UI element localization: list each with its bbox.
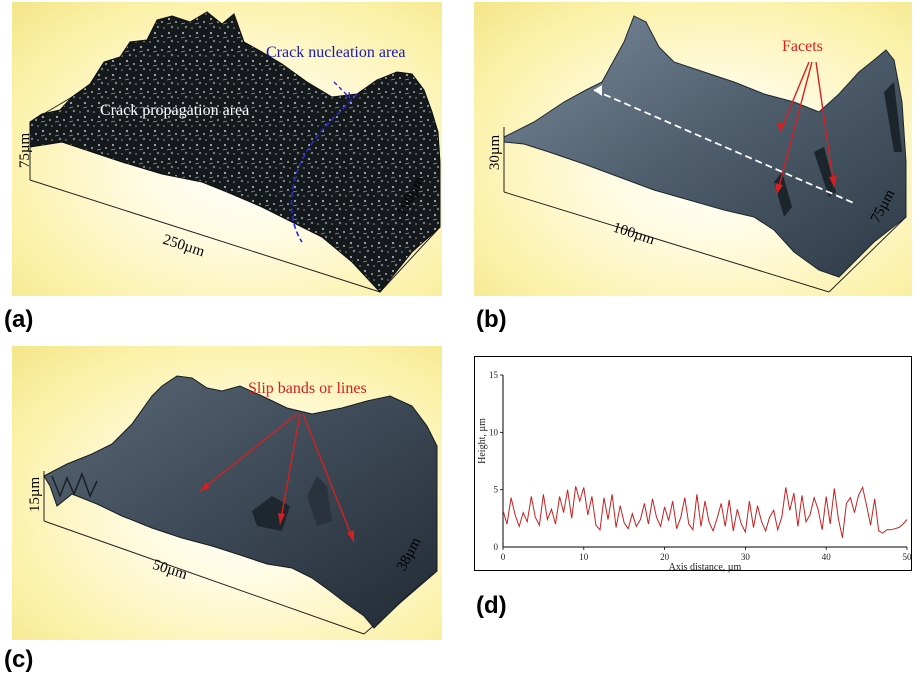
y-tick-label: 5 (494, 485, 499, 495)
height-profile-chart: 0 10 20 30 40 50 0 5 10 15 Axis distance, µm Heig… (477, 370, 912, 573)
panel-a-label: (a) (4, 306, 34, 333)
panel-a-surface (29, 11, 441, 293)
chart-ticks: 0 10 20 30 40 50 0 5 10 15 (489, 370, 912, 562)
facets-label: Facets (782, 38, 823, 55)
panel-b-label: (b) (476, 306, 507, 333)
x-tick-label: 10 (579, 552, 589, 562)
x-tick-label: 50 (903, 552, 913, 562)
panel-a: Crack propagation area Crack nucleation … (12, 2, 442, 296)
x-tick-label: 0 (501, 552, 506, 562)
crack-nucleation-label: Crack nucleation area (266, 44, 406, 61)
panel-d-label: (d) (476, 592, 507, 619)
crack-propagation-label: Crack propagation area (100, 102, 250, 119)
panel-c: Slip bands or lines 15µm 50µm 38µm (12, 346, 442, 640)
panel-c-surface (43, 375, 438, 635)
y-tick-label: 10 (489, 427, 499, 437)
dim-c-height: 15µm (27, 476, 44, 513)
panel-c-label: (c) (4, 646, 34, 673)
y-axis-label: Height, µm (477, 418, 488, 464)
x-tick-label: 30 (741, 552, 751, 562)
x-tick-label: 20 (660, 552, 670, 562)
chart-axes (502, 375, 907, 548)
panel-d-plot: 0 10 20 30 40 50 0 5 10 15 Axis distance, µm Heig… (474, 356, 912, 573)
dim-b-height: 30µm (487, 134, 504, 171)
slip-bands-label: Slip bands or lines (248, 380, 367, 397)
dim-a-height: 75µm (17, 132, 34, 169)
x-tick-label: 40 (822, 552, 832, 562)
x-axis-label: Axis distance, µm (669, 562, 742, 573)
panel-b-surface (503, 15, 907, 293)
height-profile-series (502, 485, 908, 538)
y-tick-label: 15 (489, 370, 499, 380)
panel-b: Facets 30µm 100µm 75µm (474, 2, 912, 296)
y-tick-label: 0 (494, 542, 499, 552)
